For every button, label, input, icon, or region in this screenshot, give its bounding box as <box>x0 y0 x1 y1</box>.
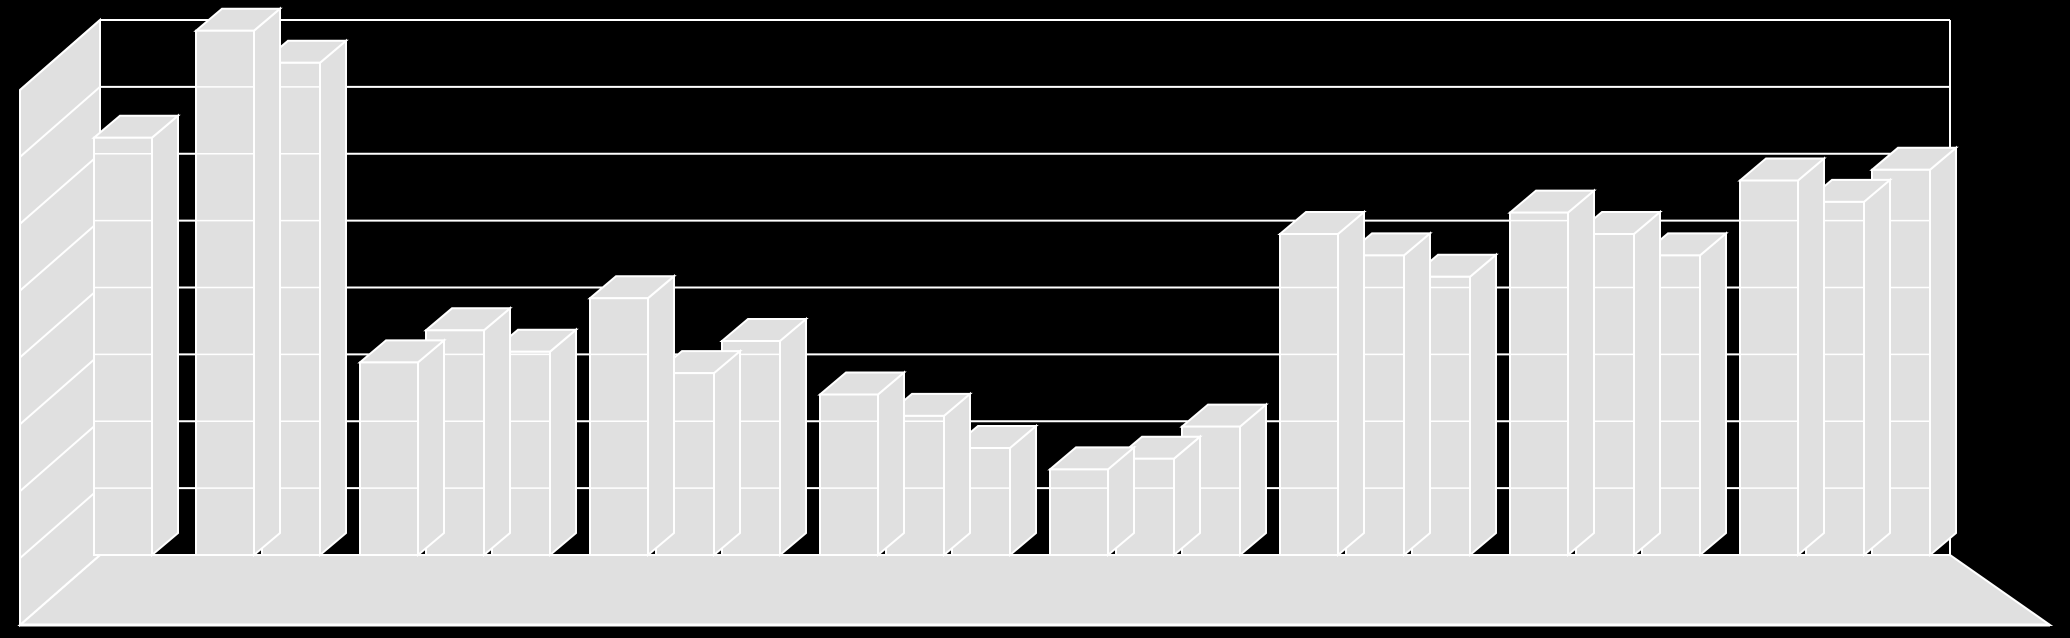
bar <box>1510 191 1594 555</box>
bar <box>196 9 280 555</box>
bar <box>820 373 904 556</box>
chart-svg <box>0 0 2070 638</box>
bar-chart <box>0 0 2070 638</box>
bar <box>94 116 178 555</box>
chart-floor <box>20 555 2050 625</box>
bar <box>1050 447 1134 555</box>
bar <box>360 340 444 555</box>
bar <box>590 276 674 555</box>
bar <box>1280 212 1364 555</box>
bar <box>1740 159 1824 556</box>
